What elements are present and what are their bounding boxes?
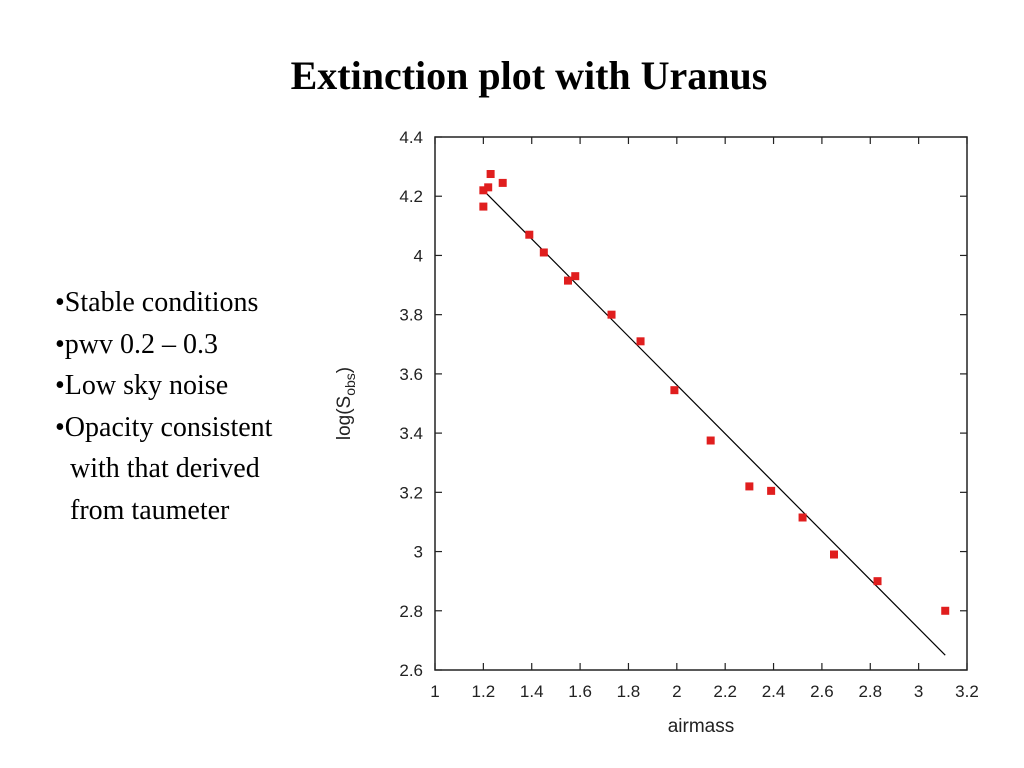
x-tick-label: 2.4 xyxy=(762,682,786,701)
bullet-item-continuation: with that derived xyxy=(70,453,260,484)
y-axis-label: log(Sobs) xyxy=(334,367,358,440)
x-tick-label: 1 xyxy=(430,682,439,701)
y-tick-label: 3.6 xyxy=(399,365,423,384)
data-point xyxy=(941,606,950,615)
data-point xyxy=(564,276,572,285)
data-point xyxy=(830,550,838,559)
y-tick-label: 2.8 xyxy=(399,602,423,621)
data-point xyxy=(479,202,488,211)
plot-frame xyxy=(434,136,968,671)
fit-line xyxy=(482,189,946,656)
data-point xyxy=(479,186,488,195)
y-axis-label-close: ) xyxy=(334,367,355,373)
y-tick-label: 4.2 xyxy=(399,187,423,206)
data-point xyxy=(745,482,754,491)
data-point xyxy=(525,230,534,239)
y-tick-label: 4 xyxy=(414,246,423,265)
y-tick-label: 3 xyxy=(414,543,423,562)
x-axis-label: airmass xyxy=(668,716,735,737)
data-point xyxy=(571,272,580,281)
y-tick-label: 4.4 xyxy=(399,128,423,147)
bullet-item: •pwv 0.2 – 0.3 xyxy=(55,328,219,360)
data-point xyxy=(670,386,679,395)
data-point xyxy=(636,337,645,346)
y-axis-label-main: log(S xyxy=(334,396,355,440)
data-point xyxy=(607,310,616,319)
x-tick-label: 2.8 xyxy=(858,682,882,701)
slide-title: Extinction plot with Uranus xyxy=(290,53,768,98)
data-point xyxy=(484,183,493,192)
x-tick-label: 2 xyxy=(672,682,681,701)
bullet-item: •Opacity consistent xyxy=(55,411,273,443)
x-tick-label: 1.4 xyxy=(520,682,544,701)
y-tick-label: 2.6 xyxy=(399,661,423,680)
data-point xyxy=(498,178,507,187)
y-tick-label: 3.4 xyxy=(399,424,423,443)
x-tick-label: 3 xyxy=(914,682,923,701)
data-point xyxy=(486,170,495,179)
axis-ticks: 1 1.2 1.4 1.6 1.8 2 2.2 2.4 2.6 2.8 3 3.2 2.6 2.8 3 3.2… xyxy=(399,128,978,701)
data-point xyxy=(539,248,548,257)
x-tick-label: 1.6 xyxy=(568,682,592,701)
bullet-list: •Stable conditions •pwv 0.2 – 0.3 •Low s… xyxy=(55,282,272,531)
chart-marks xyxy=(479,170,950,656)
data-point xyxy=(706,436,715,445)
y-axis-label-subscript: obs xyxy=(342,373,358,396)
x-tick-label: 2.2 xyxy=(713,682,737,701)
x-tick-label: 3.2 xyxy=(955,682,979,701)
x-tick-label: 1.2 xyxy=(472,682,496,701)
bullet-item-continuation: from taumeter xyxy=(70,494,230,526)
y-tick-label: 3.2 xyxy=(399,483,423,502)
bullet-item: •Stable conditions xyxy=(55,287,259,318)
y-tick-label: 3.8 xyxy=(399,306,423,325)
bullet-item: •Low sky noise xyxy=(55,370,229,401)
x-tick-label: 2.6 xyxy=(810,682,834,701)
data-point xyxy=(873,577,882,586)
data-point xyxy=(767,486,776,495)
x-tick-label: 1.8 xyxy=(617,682,641,701)
data-point xyxy=(798,513,807,522)
